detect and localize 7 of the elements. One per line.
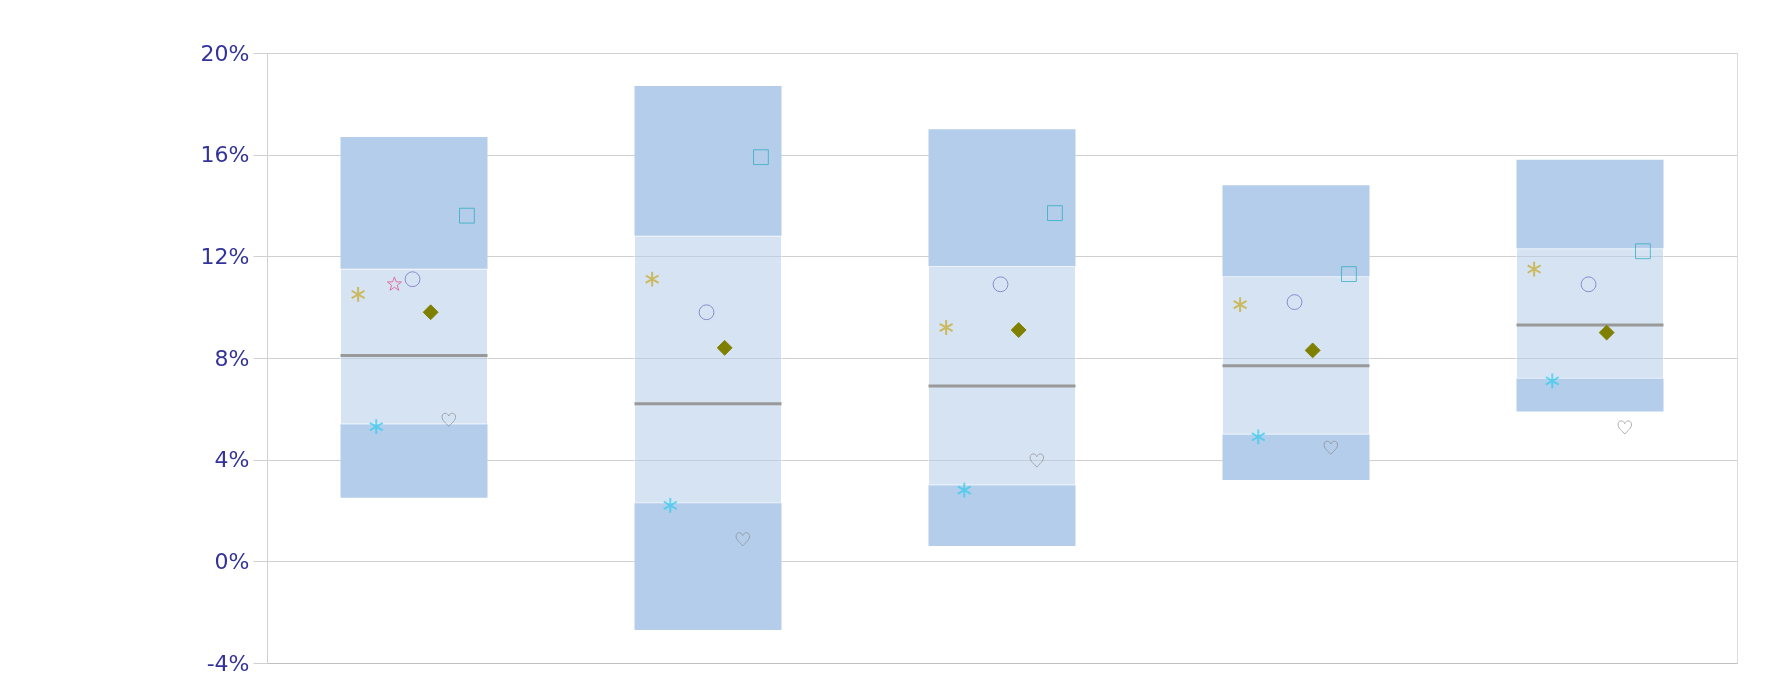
y-tick-label: 12% [200, 243, 250, 269]
y-tick-label: -4% [206, 650, 250, 676]
y-tick-label: 0% [214, 548, 250, 574]
y-tick-label: 16% [200, 142, 250, 168]
y-tick-label: 8% [214, 345, 250, 371]
y-tick-label: 4% [214, 447, 250, 473]
y-tick-label: 20% [200, 40, 250, 66]
